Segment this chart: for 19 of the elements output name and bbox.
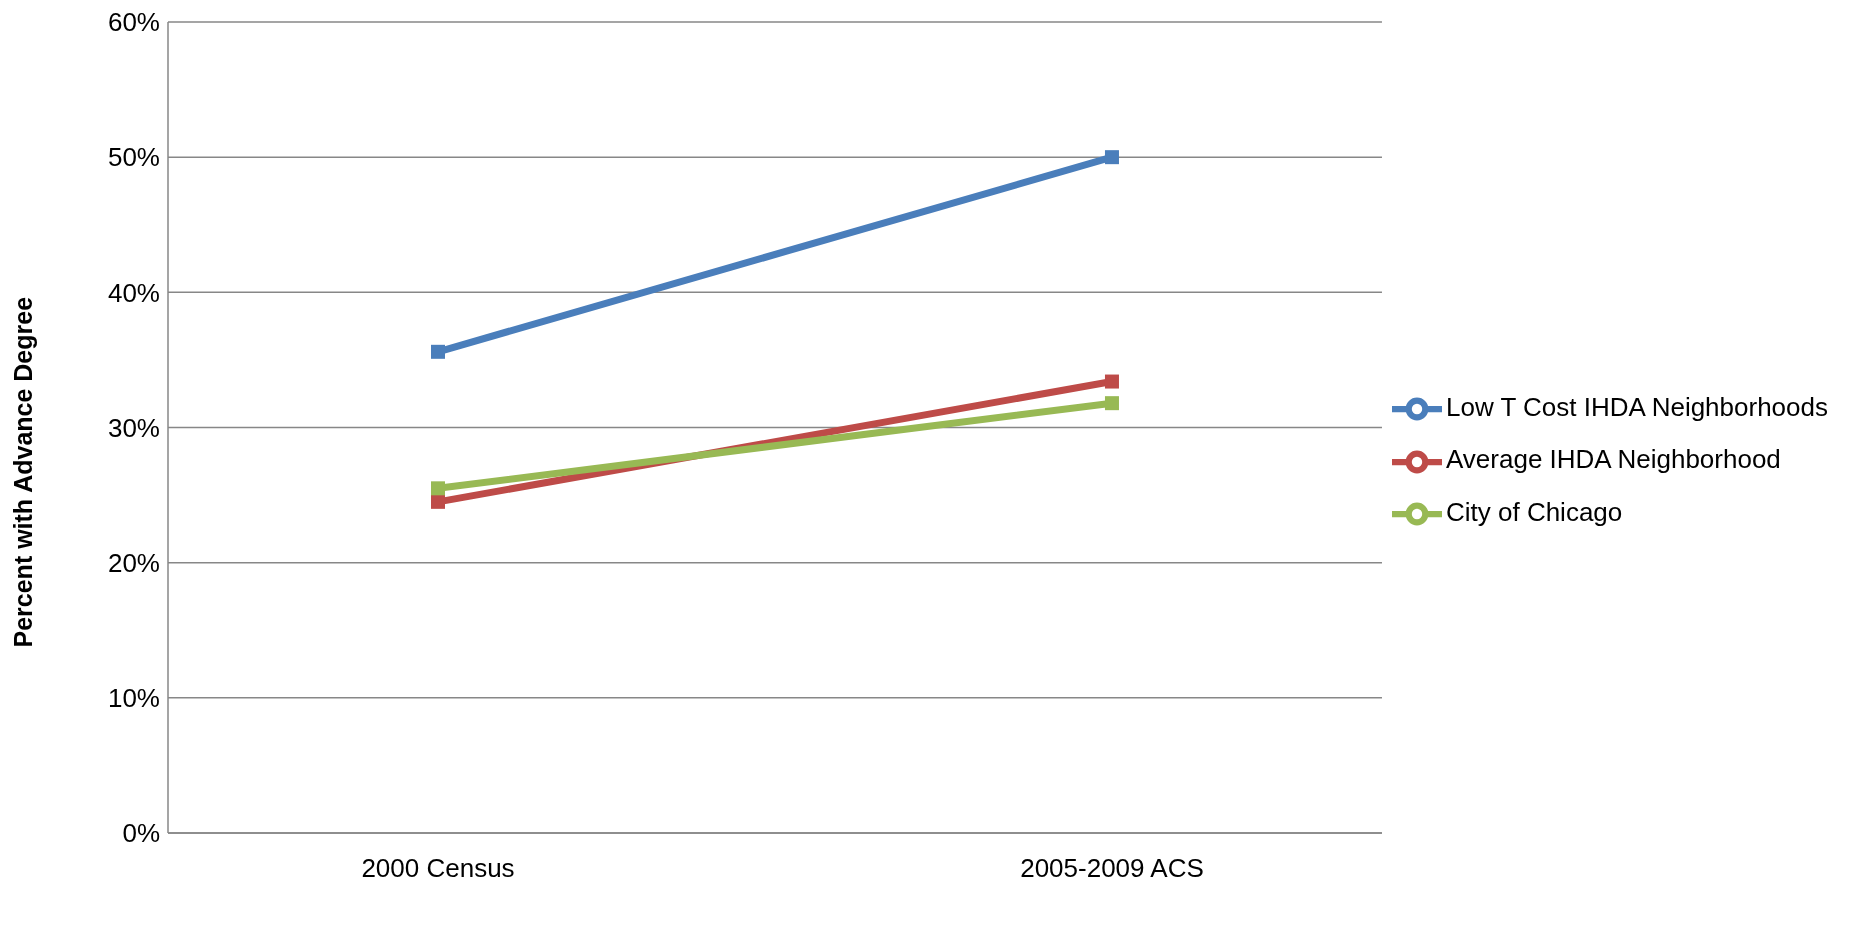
point [1104,150,1119,165]
y-axis-title: Percent with Advance Degree [8,296,37,648]
x-tick-label: 2005-2009 ACS [1020,853,1204,884]
y-tick-label: 0% [122,818,160,849]
y-tick-label: 50% [107,142,160,173]
point [431,344,445,359]
x-tick-label: 2000 Census [361,853,515,884]
y-tick-label: 30% [107,412,160,443]
legend-label: Low T Cost IHDA Neighborhoods [1445,392,1828,423]
legend-label: Average IHDA Neighborhood [1445,444,1781,475]
point [1104,374,1119,389]
y-tick-label: 40% [107,277,160,308]
legend-label: City of Chicago [1445,496,1623,527]
point [431,481,445,496]
y-tick-label: 10% [107,683,160,714]
y-tick-label: 20% [107,547,160,578]
point [431,494,445,509]
y-tick-label: 60% [107,7,160,38]
point [1104,396,1119,411]
